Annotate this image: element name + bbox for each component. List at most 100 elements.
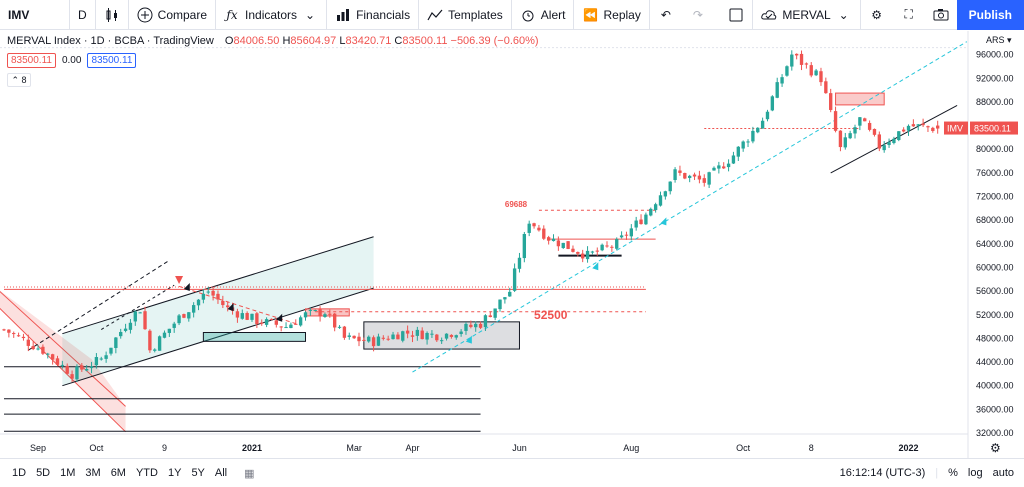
candle-body	[707, 172, 711, 185]
candle-body	[926, 126, 930, 128]
clock-time[interactable]: 16:12:14 (UTC-3)	[839, 467, 926, 479]
sell-price[interactable]: 83500.11	[7, 53, 56, 68]
candle-body	[488, 315, 492, 318]
candle-body	[162, 332, 167, 338]
range-5y[interactable]: 5Y	[191, 467, 205, 479]
price-chart[interactable]: 525006968896000.0092000.0088000.0084000.…	[0, 31, 1024, 458]
price-tick-label: 52000.00	[976, 310, 1014, 320]
fullscreen-button[interactable]: ⛶	[893, 0, 925, 30]
candle-body	[780, 77, 784, 84]
candle-body	[391, 334, 395, 340]
candle-body	[21, 336, 26, 339]
time-tick-label: Aug	[623, 443, 639, 453]
last-price-badge	[970, 121, 1018, 135]
candle-body	[362, 339, 366, 341]
candle-body	[756, 127, 760, 133]
candle-body	[128, 322, 133, 330]
candle-body	[556, 240, 561, 247]
chart-type-button[interactable]	[96, 0, 129, 30]
alert-label: Alert	[540, 7, 566, 22]
candle-body	[333, 313, 337, 328]
candle-body	[731, 155, 736, 164]
calendar-icon[interactable]: ▦	[244, 467, 255, 480]
buy-price[interactable]: 83500.11	[87, 53, 137, 68]
candle-body	[255, 313, 259, 325]
snapshot-button[interactable]	[925, 0, 957, 30]
gear-icon: ⚙	[871, 7, 883, 22]
candle-body	[439, 340, 444, 342]
range-1m[interactable]: 1M	[60, 467, 76, 479]
candle-body	[367, 336, 371, 342]
interval-button[interactable]: D	[70, 0, 96, 30]
candle-body	[687, 175, 692, 178]
alert-button[interactable]: Alert	[512, 0, 575, 30]
candle-body	[55, 358, 60, 365]
candle-body	[639, 219, 643, 225]
layout-button[interactable]: MERVAL ⌄	[753, 0, 861, 30]
time-tick-label: Oct	[89, 443, 104, 453]
percent-toggle[interactable]: %	[948, 467, 958, 479]
candle-body	[566, 241, 570, 249]
candle-body	[605, 245, 609, 247]
publish-button[interactable]: Publish	[956, 0, 1024, 30]
candle-body	[376, 336, 381, 346]
candle-body	[697, 175, 702, 180]
candle-body	[264, 319, 269, 325]
candle-body	[644, 214, 648, 225]
candle-body	[401, 331, 405, 341]
candle-body	[678, 170, 682, 173]
candle-body	[634, 220, 638, 228]
candle-body	[853, 127, 857, 134]
symbol-badge-label: IMV	[947, 124, 963, 134]
candle-body	[16, 335, 21, 337]
financials-button[interactable]: Financials	[327, 0, 420, 30]
financials-icon	[335, 7, 351, 23]
range-1y[interactable]: 1Y	[167, 467, 182, 479]
high-value: 85604.97	[290, 35, 337, 47]
fullscreen-toggle[interactable]	[720, 0, 754, 30]
candle-body	[814, 70, 818, 76]
candle-body	[405, 330, 410, 334]
candle-body	[318, 309, 322, 317]
candle-body	[809, 65, 813, 76]
candle-body	[546, 237, 551, 241]
candle-body	[284, 327, 288, 329]
green-channel-fill	[62, 236, 374, 386]
axis-settings-gear-icon[interactable]: ⚙	[990, 441, 1001, 455]
settings-button[interactable]: ⚙	[861, 0, 893, 30]
range-3m[interactable]: 3M	[85, 467, 101, 479]
candle-body	[872, 128, 877, 135]
currency-selector[interactable]: ARS ▾	[986, 35, 1012, 45]
red-channel-lower	[0, 307, 126, 433]
range-1d[interactable]: 1D	[12, 467, 27, 479]
candle-body	[94, 357, 99, 366]
symbol-search[interactable]: IMV	[0, 0, 70, 30]
candle-body	[196, 299, 201, 306]
log-toggle[interactable]: log	[967, 467, 983, 479]
candle-body	[493, 308, 497, 318]
templates-button[interactable]: Templates	[419, 0, 512, 30]
range-6m[interactable]: 6M	[110, 467, 126, 479]
auto-toggle[interactable]: auto	[992, 467, 1014, 479]
candle-body	[658, 195, 663, 206]
undo-button[interactable]: ↶	[650, 0, 682, 30]
range-5d[interactable]: 5D	[36, 467, 51, 479]
red-arrow-marker	[175, 276, 184, 285]
candle-body	[386, 338, 390, 340]
chevron-down-icon: ⌄	[305, 7, 316, 22]
candle-body	[916, 124, 920, 126]
range-ytd[interactable]: YTD	[135, 467, 158, 479]
series-legend: MERVAL Index · 1D · BCBA · TradingView O…	[7, 35, 539, 47]
candle-body	[459, 331, 463, 335]
range-all[interactable]: All	[214, 467, 228, 479]
cyan-arrow-marker	[660, 217, 667, 226]
candle-body	[503, 297, 507, 300]
compare-button[interactable]: Compare	[129, 0, 217, 30]
replay-button[interactable]: ⏪ Replay	[574, 0, 650, 30]
redo-button[interactable]: ↷	[682, 0, 714, 30]
indicators-button[interactable]: ƒx Indicators ⌄	[216, 0, 328, 30]
candle-body	[31, 346, 35, 350]
candle-body	[435, 334, 439, 341]
indicators-collapse-button[interactable]: ⌃ 8	[7, 73, 31, 87]
time-tick-label: 9	[162, 443, 167, 453]
